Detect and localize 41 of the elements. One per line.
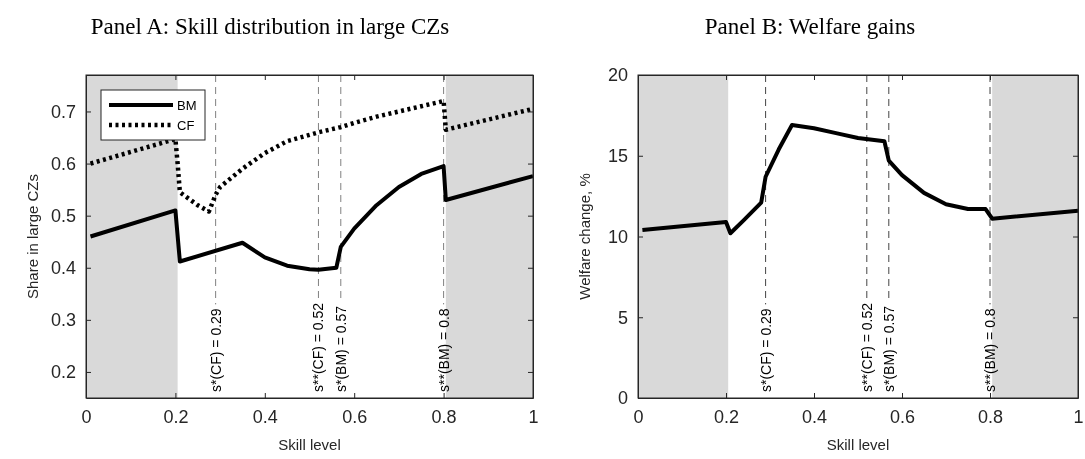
ref-line-label: s**(CF) = 0.52 <box>310 302 327 392</box>
ref-line-label: s*(CF) = 0.29 <box>207 308 224 392</box>
line-series <box>640 123 1080 236</box>
legend-label: CF <box>177 118 195 133</box>
x-tick-label: 0.6 <box>342 406 368 427</box>
y-tick-label: 15 <box>607 146 628 167</box>
y-tick-label: 0.7 <box>50 101 76 122</box>
y-tick-label: 0 <box>617 388 628 409</box>
y-tick-label: 5 <box>617 307 628 328</box>
x-tick-label: 0 <box>633 406 644 427</box>
y-axis-title: Share in large CZs <box>24 173 41 300</box>
y-tick-label: 0.3 <box>50 310 76 331</box>
ref-line-label: s**(BM) = 0.8 <box>435 308 452 392</box>
x-tick-label: 0.6 <box>889 406 916 427</box>
ref-line-label: s**(CF) = 0.52 <box>858 302 875 392</box>
x-tick-label: 0.8 <box>977 406 1004 427</box>
y-tick-label: 0.2 <box>50 362 76 383</box>
y-tick-label: 0.4 <box>50 258 76 279</box>
y-tick-label: 20 <box>607 65 628 86</box>
x-tick-label: 0.4 <box>252 406 278 427</box>
ref-line-label: s**(BM) = 0.8 <box>982 308 998 392</box>
x-tick-label: 0 <box>81 406 92 427</box>
x-tick-label: 0.2 <box>163 406 189 427</box>
ref-line-label: s*(CF) = 0.29 <box>757 308 774 392</box>
ref-line-label: s*(BM) = 0.57 <box>880 305 897 392</box>
y-tick-label: 0.6 <box>50 153 76 174</box>
chart-title: Panel B: Welfare gains <box>704 14 916 39</box>
ref-line-label: s*(BM) = 0.57 <box>332 305 349 392</box>
y-axis-title: Welfare change, % <box>576 173 593 300</box>
y-tick-label: 0.5 <box>50 205 76 226</box>
x-axis-title: Skill level <box>278 436 341 453</box>
x-axis-title: Skill level <box>826 436 890 453</box>
x-tick-label: 0.8 <box>431 406 457 427</box>
y-tick-label: 10 <box>607 226 628 247</box>
x-tick-label: 1 <box>1073 406 1084 427</box>
legend-label: BM <box>177 98 197 113</box>
x-tick-label: 0.4 <box>801 406 828 427</box>
line-series <box>88 164 535 272</box>
x-tick-label: 1 <box>528 406 539 427</box>
x-tick-label: 0.2 <box>713 406 740 427</box>
chart-title: Panel A: Skill distribution in large CZs <box>90 14 450 39</box>
